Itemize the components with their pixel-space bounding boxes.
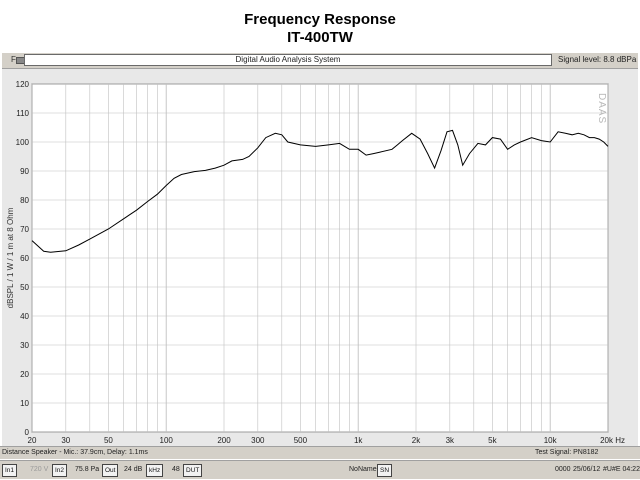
x-tick-label: 200 bbox=[217, 436, 231, 445]
y-axis-label: dBSPL / 1 W / 1 m at 8 Ohm bbox=[6, 207, 15, 308]
in1-button[interactable]: In1 bbox=[2, 464, 18, 477]
dut-button[interactable]: DUT bbox=[183, 464, 203, 477]
y-tick-label: 60 bbox=[20, 254, 29, 263]
y-tick-label: 90 bbox=[20, 167, 29, 176]
y-tick-labels: 0 10 20 30 40 50 60 70 80 90 100 110 120 bbox=[16, 80, 30, 437]
y-tick-label: 30 bbox=[20, 341, 29, 350]
file-icon[interactable]: F bbox=[11, 55, 16, 64]
status-time: #U#E 04:22 bbox=[603, 466, 640, 473]
x-tick-label: 300 bbox=[251, 436, 265, 445]
y-tick-label: 50 bbox=[20, 283, 29, 292]
x-tick-label: 50 bbox=[104, 436, 113, 445]
toolbar: F Digital Audio Analysis System Signal l… bbox=[2, 53, 638, 69]
y-tick-label: 40 bbox=[20, 312, 29, 321]
sample-rate: 48 bbox=[172, 466, 180, 473]
x-tick-label: 1k bbox=[354, 436, 363, 445]
response-curve bbox=[31, 129, 609, 253]
x-tick-label: 30 bbox=[61, 436, 70, 445]
y-tick-label: 0 bbox=[25, 428, 30, 437]
info-bar: Distance Speaker - Mic.: 37.9cm, Delay: … bbox=[0, 446, 640, 459]
x-tick-label: 20k Hz bbox=[600, 436, 625, 445]
x-tick-label: 3k bbox=[446, 436, 455, 445]
grid-lines bbox=[31, 83, 609, 433]
chart-subtitle: IT-400TW bbox=[287, 29, 353, 46]
input-voltage: 720 V bbox=[30, 466, 49, 473]
y-tick-label: 80 bbox=[20, 196, 29, 205]
y-tick-label: 120 bbox=[16, 80, 30, 89]
watermark: DAAS bbox=[596, 93, 607, 124]
test-signal: Test Signal: PN8182 bbox=[535, 449, 599, 456]
x-tick-labels: 20 30 50 100 200 300 500 1k 2k 3k 5k 10k 20k Hz bbox=[28, 436, 625, 445]
status-date: 25/06/12 bbox=[573, 466, 601, 473]
device-name: NoName bbox=[349, 466, 377, 473]
x-tick-label: 2k bbox=[412, 436, 421, 445]
status-code: 0000 bbox=[555, 466, 571, 473]
y-tick-label: 10 bbox=[20, 399, 29, 408]
y-tick-label: 20 bbox=[20, 370, 29, 379]
out-button[interactable]: Out bbox=[102, 464, 119, 477]
window-title: Digital Audio Analysis System bbox=[24, 54, 552, 66]
input-pressure: 75.8 Pa bbox=[75, 466, 100, 473]
distance-info: Distance Speaker - Mic.: 37.9cm, Delay: … bbox=[2, 449, 148, 456]
sn-button[interactable]: SN bbox=[377, 464, 393, 477]
signal-level: Signal level: 8.8 dBPa bbox=[558, 55, 637, 64]
khz-button[interactable]: kHz bbox=[146, 464, 164, 477]
y-tick-label: 100 bbox=[16, 138, 30, 147]
in2-button[interactable]: In2 bbox=[52, 464, 68, 477]
x-tick-label: 5k bbox=[488, 436, 497, 445]
y-tick-label: 70 bbox=[20, 225, 29, 234]
x-tick-label: 100 bbox=[160, 436, 174, 445]
x-tick-label: 20 bbox=[28, 436, 37, 445]
status-bar: In1 720 V In2 75.8 Pa Out 24 dB kHz 48 D… bbox=[0, 460, 640, 479]
chart-frame: 0 10 20 30 40 50 60 70 80 90 100 110 120 20 30 50 100 20… bbox=[2, 69, 638, 446]
chart-title: Frequency Response bbox=[244, 11, 396, 28]
y-tick-label: 110 bbox=[16, 109, 29, 118]
x-tick-label: 500 bbox=[294, 436, 308, 445]
gain-value: 24 dB bbox=[124, 466, 143, 473]
x-tick-label: 10k bbox=[544, 436, 558, 445]
